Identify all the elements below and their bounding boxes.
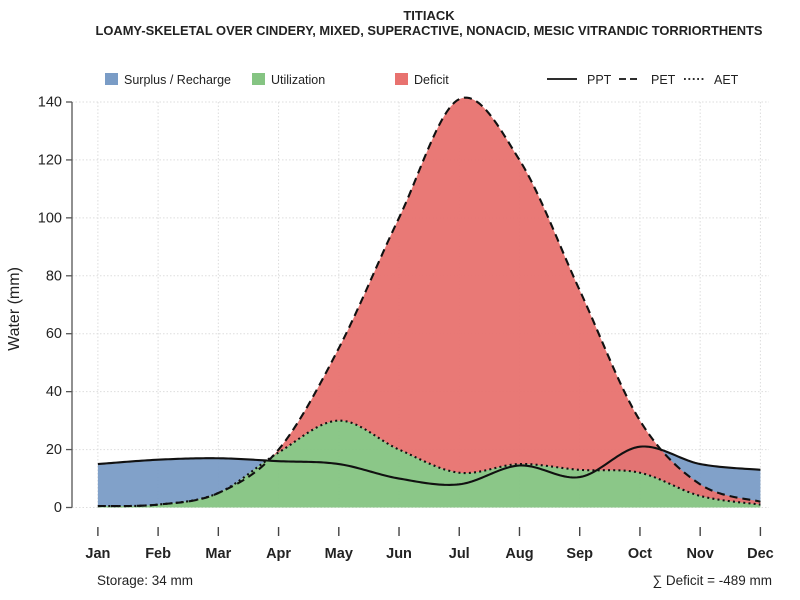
svg-text:Nov: Nov bbox=[686, 546, 713, 562]
svg-text:Sep: Sep bbox=[566, 546, 593, 562]
svg-text:Dec: Dec bbox=[747, 546, 774, 562]
svg-text:Feb: Feb bbox=[145, 546, 171, 562]
svg-text:60: 60 bbox=[46, 326, 62, 342]
svg-text:40: 40 bbox=[46, 384, 62, 400]
svg-text:140: 140 bbox=[38, 95, 62, 111]
svg-text:Jan: Jan bbox=[85, 546, 110, 562]
svg-text:Oct: Oct bbox=[628, 546, 652, 562]
svg-text:Apr: Apr bbox=[266, 546, 291, 562]
svg-text:May: May bbox=[325, 546, 353, 562]
svg-text:Jun: Jun bbox=[386, 546, 412, 562]
svg-text:Jul: Jul bbox=[449, 546, 470, 562]
svg-text:Aug: Aug bbox=[505, 546, 533, 562]
svg-text:0: 0 bbox=[54, 500, 62, 516]
svg-text:Mar: Mar bbox=[205, 546, 231, 562]
svg-text:20: 20 bbox=[46, 442, 62, 458]
svg-text:120: 120 bbox=[38, 152, 62, 168]
svg-text:80: 80 bbox=[46, 268, 62, 284]
svg-text:100: 100 bbox=[38, 210, 62, 226]
